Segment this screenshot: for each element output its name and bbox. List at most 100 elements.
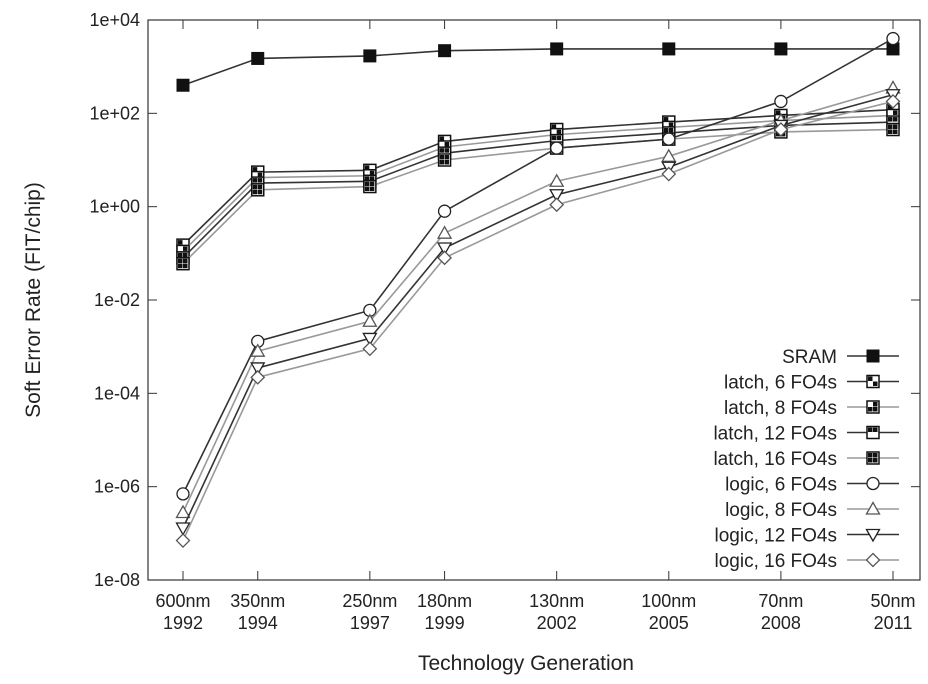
legend-label-2: latch, 8 FO4s bbox=[724, 398, 837, 419]
series-4-point-2 bbox=[363, 179, 377, 194]
series-6-point-4-shape bbox=[549, 173, 565, 187]
y-tick-label-0: 1e+04 bbox=[89, 10, 140, 30]
series-4-point-0-fill-2 bbox=[178, 263, 183, 269]
series-0-point-2 bbox=[363, 49, 377, 63]
series-7-point-0 bbox=[175, 522, 191, 536]
y-tick-label-5: 1e-06 bbox=[94, 477, 140, 497]
y-axis-ticks: 1e+04 1e+02 1e+00 1e-02 1e-04 1e-06 1e-08 bbox=[89, 10, 920, 590]
legend-marker-2 bbox=[866, 400, 880, 414]
legend-marker-8-shape bbox=[865, 552, 881, 568]
series-8-point-2 bbox=[362, 341, 378, 357]
series-2-point-3-fill-0 bbox=[444, 141, 450, 147]
series-6-point-0 bbox=[175, 504, 191, 519]
series-3-point-0-fill-0 bbox=[178, 252, 183, 258]
legend-marker-6 bbox=[865, 501, 881, 515]
series-5-point-0-shape bbox=[176, 487, 190, 501]
series-3-point-3-fill-1 bbox=[444, 148, 450, 153]
series-4-point-7-fill-3 bbox=[893, 129, 898, 135]
series-3-point-5-fill-1 bbox=[668, 127, 674, 133]
legend-marker-3 bbox=[866, 425, 880, 440]
series-5-point-0 bbox=[176, 487, 190, 501]
series-4-point-1-fill-1 bbox=[257, 184, 263, 190]
series-8-point-6-shape bbox=[773, 122, 789, 137]
series-6-point-1-shape bbox=[250, 343, 266, 357]
legend-marker-2-fill-1 bbox=[868, 407, 873, 412]
series-7-point-0-shape bbox=[175, 522, 191, 536]
series-3-point-7-fill-1 bbox=[893, 117, 898, 122]
series-4-point-0-fill-3 bbox=[183, 263, 188, 269]
x-tick-year-label-7: 2011 bbox=[874, 613, 913, 633]
legend-marker-0 bbox=[866, 349, 880, 363]
x-tick-node-label-0: 600nm bbox=[155, 591, 210, 611]
series-8-point-4 bbox=[549, 197, 565, 213]
series-0-point-5-shape bbox=[662, 42, 676, 56]
series-3-point-5-fill-0 bbox=[663, 127, 669, 133]
series-4-point-3 bbox=[437, 153, 452, 167]
legend-marker-1 bbox=[866, 374, 880, 389]
series-3-point-3-fill-0 bbox=[439, 148, 445, 153]
series-2-point-4-fill-0 bbox=[556, 129, 562, 135]
series-4-point-0-fill-1 bbox=[183, 258, 188, 264]
series-6-point-3 bbox=[436, 225, 453, 239]
y-tick-label-4: 1e-04 bbox=[94, 383, 140, 403]
series-3-point-2-fill-1 bbox=[369, 176, 375, 181]
legend-label-8: logic, 16 FO4s bbox=[715, 551, 838, 572]
legend-label-3: latch, 12 FO4s bbox=[713, 424, 837, 445]
x-tick-node-label-1: 350nm bbox=[230, 591, 285, 611]
x-tick-node-label-6: 70nm bbox=[758, 591, 803, 611]
series-4-point-1-fill-3 bbox=[257, 189, 263, 195]
series-2-point-5-fill-0 bbox=[668, 122, 674, 127]
legend-label-4: latch, 16 FO4s bbox=[713, 449, 837, 470]
series-0-point-1-shape bbox=[251, 51, 265, 65]
series-6-point-5-shape bbox=[661, 148, 677, 162]
legend-marker-4-fill-2 bbox=[868, 458, 873, 463]
series-4-point-2-fill-3 bbox=[369, 186, 375, 192]
series-4-point-2-fill-1 bbox=[369, 181, 375, 187]
series-3-point-0-fill-1 bbox=[183, 252, 188, 258]
series-0-point-1 bbox=[251, 51, 265, 65]
series-2-point-7-fill-0 bbox=[893, 110, 898, 115]
series-6-point-2-shape bbox=[362, 313, 378, 327]
legend-marker-3-fill-0 bbox=[868, 427, 873, 432]
series-4-point-0-fill-0 bbox=[178, 258, 183, 264]
series-0-point-2-shape bbox=[363, 49, 377, 63]
series-5-point-5-shape bbox=[662, 132, 676, 146]
series-5-point-3-shape bbox=[437, 204, 452, 218]
series-4-point-1-fill-2 bbox=[252, 189, 258, 195]
legend-marker-2-fill-2 bbox=[873, 407, 878, 412]
legend-label-5: logic, 6 FO4s bbox=[725, 475, 837, 496]
legend-label-7: logic, 12 FO4s bbox=[715, 526, 838, 547]
x-tick-node-label-5: 100nm bbox=[641, 591, 696, 611]
legend: SRAM latch, 6 FO4s latch, 8 FO4s latch, 12 … bbox=[713, 347, 899, 572]
series-3-point-1-fill-1 bbox=[257, 178, 263, 183]
series-6-point-5 bbox=[661, 148, 677, 162]
x-tick-node-label-7: 50nm bbox=[870, 591, 915, 611]
series-5-point-3 bbox=[437, 204, 452, 218]
series-1-point-3-fill-0 bbox=[439, 136, 445, 141]
legend-marker-4-fill-3 bbox=[873, 458, 878, 463]
legend-marker-6-shape bbox=[865, 501, 881, 515]
series-line-8 bbox=[182, 100, 894, 541]
series-5-point-7-shape bbox=[886, 31, 900, 46]
series-3-point-4-fill-0 bbox=[551, 135, 557, 141]
series-8-point-6 bbox=[773, 122, 789, 137]
series-7-point-4-shape bbox=[549, 189, 565, 203]
legend-marker-2-fill-0 bbox=[873, 402, 878, 407]
series-6-point-0-shape bbox=[175, 504, 191, 519]
series-6-point-1 bbox=[250, 343, 266, 357]
series-3-point-2-fill-0 bbox=[364, 176, 370, 181]
series-4-point-2-fill-2 bbox=[364, 186, 370, 192]
series-4-point-1 bbox=[250, 183, 265, 197]
y-tick-label-2: 1e+00 bbox=[89, 197, 140, 217]
series-8-point-5-shape bbox=[661, 166, 677, 182]
series-7-point-4 bbox=[549, 189, 565, 203]
series-1-point-5-fill-0 bbox=[663, 117, 669, 122]
x-tick-node-label-2: 250nm bbox=[342, 591, 397, 611]
series-7-point-2 bbox=[362, 332, 378, 347]
series-8-point-3 bbox=[437, 250, 452, 266]
series-8-point-2-shape bbox=[362, 341, 378, 357]
x-tick-year-label-0: 1992 bbox=[163, 613, 203, 633]
series-5-point-4 bbox=[550, 141, 564, 155]
legend-marker-5 bbox=[866, 476, 880, 491]
